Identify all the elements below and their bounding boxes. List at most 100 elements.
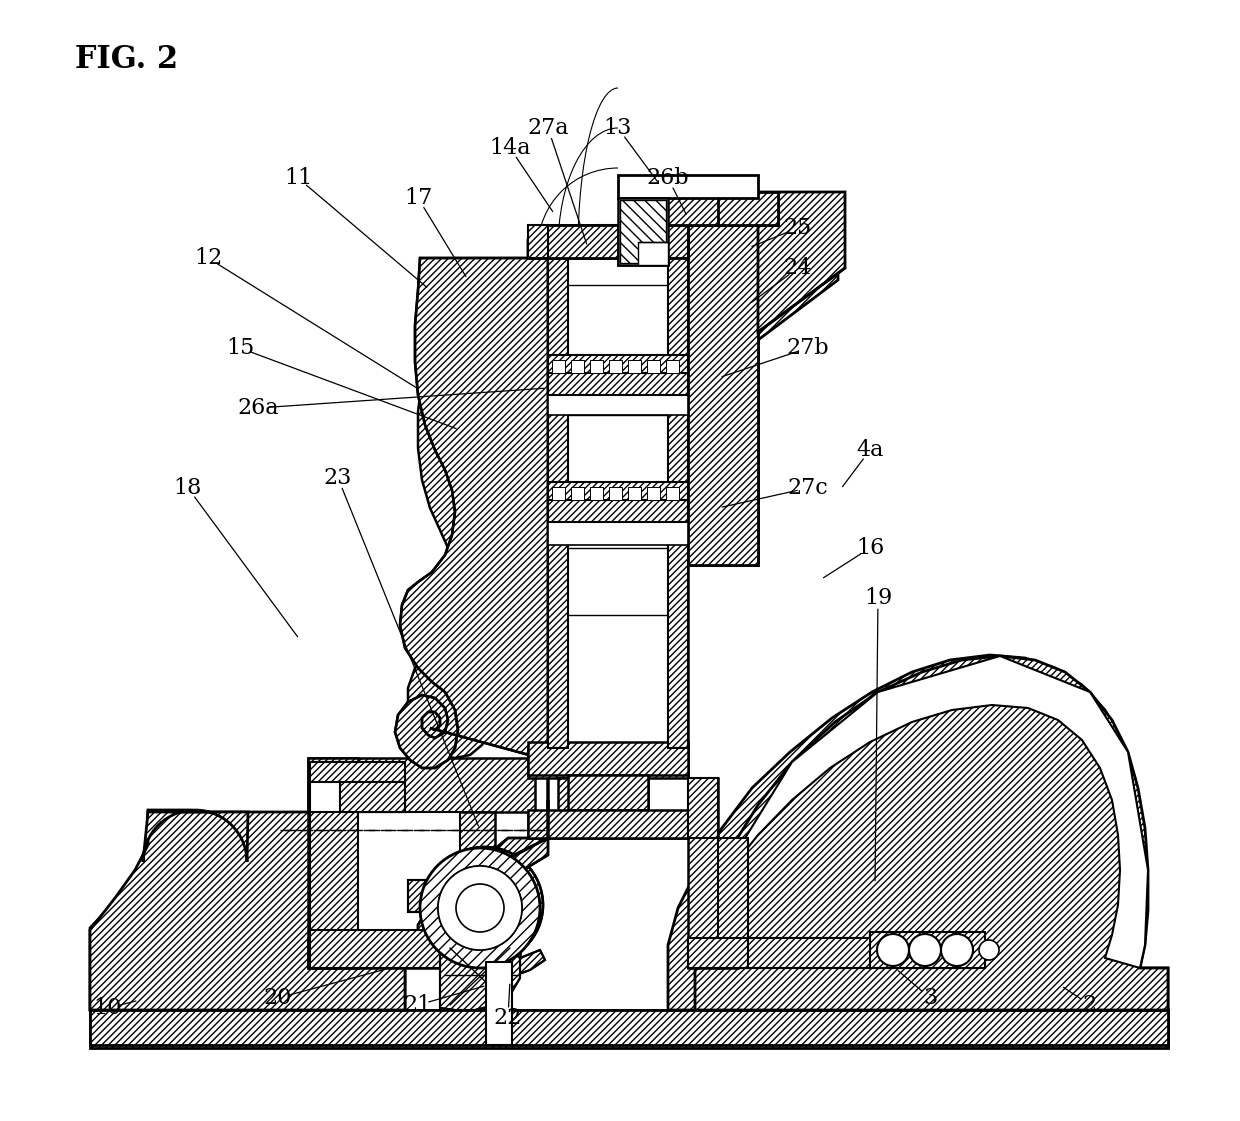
Polygon shape — [618, 198, 668, 265]
Text: 17: 17 — [404, 187, 432, 209]
Polygon shape — [548, 225, 598, 748]
Polygon shape — [688, 192, 758, 198]
Polygon shape — [688, 778, 718, 969]
Text: 23: 23 — [324, 467, 352, 489]
Polygon shape — [627, 487, 641, 500]
Circle shape — [909, 934, 941, 966]
Polygon shape — [568, 240, 668, 748]
Polygon shape — [598, 225, 649, 748]
Polygon shape — [688, 192, 758, 565]
Polygon shape — [91, 1010, 1168, 1048]
Polygon shape — [548, 482, 688, 504]
Text: 13: 13 — [604, 117, 632, 139]
Polygon shape — [639, 248, 666, 265]
Polygon shape — [486, 962, 512, 1045]
Polygon shape — [668, 240, 688, 748]
Polygon shape — [748, 938, 872, 969]
Polygon shape — [340, 812, 495, 852]
Polygon shape — [620, 226, 666, 263]
Text: 24: 24 — [784, 257, 812, 279]
Polygon shape — [418, 778, 548, 962]
Polygon shape — [870, 932, 985, 969]
Text: 3: 3 — [923, 986, 937, 1009]
Text: 19: 19 — [864, 587, 892, 609]
Polygon shape — [639, 192, 718, 225]
Polygon shape — [758, 192, 844, 332]
Text: 27c: 27c — [787, 478, 828, 499]
Polygon shape — [639, 242, 668, 265]
Polygon shape — [579, 364, 593, 376]
Polygon shape — [548, 488, 688, 512]
Polygon shape — [668, 192, 777, 225]
Text: 27a: 27a — [527, 117, 569, 139]
Circle shape — [910, 937, 940, 967]
Polygon shape — [310, 762, 405, 812]
Polygon shape — [308, 758, 534, 812]
Polygon shape — [548, 240, 568, 748]
Polygon shape — [600, 364, 614, 376]
Polygon shape — [308, 938, 520, 969]
Text: 11: 11 — [284, 167, 312, 189]
Polygon shape — [528, 742, 688, 775]
Polygon shape — [688, 938, 748, 969]
Polygon shape — [91, 812, 405, 1010]
Polygon shape — [694, 656, 1168, 1010]
Polygon shape — [647, 360, 660, 373]
Text: 26a: 26a — [237, 397, 279, 419]
Polygon shape — [620, 200, 666, 263]
Polygon shape — [570, 360, 584, 373]
Polygon shape — [340, 782, 405, 812]
Polygon shape — [627, 360, 641, 373]
Circle shape — [877, 934, 909, 966]
Polygon shape — [548, 373, 688, 395]
Polygon shape — [688, 938, 870, 969]
Circle shape — [940, 937, 970, 967]
Polygon shape — [621, 364, 635, 376]
Polygon shape — [308, 758, 358, 969]
Polygon shape — [408, 348, 553, 758]
Polygon shape — [642, 494, 656, 506]
Text: 22: 22 — [494, 1007, 522, 1029]
Polygon shape — [310, 930, 463, 969]
Polygon shape — [440, 941, 520, 1010]
Text: 18: 18 — [174, 478, 202, 499]
Polygon shape — [310, 762, 358, 941]
Polygon shape — [528, 815, 688, 839]
Polygon shape — [528, 748, 688, 778]
Polygon shape — [668, 655, 1168, 1010]
Circle shape — [445, 865, 525, 945]
Text: 26b: 26b — [647, 167, 689, 189]
Polygon shape — [396, 240, 548, 768]
Circle shape — [980, 941, 999, 960]
Polygon shape — [618, 225, 668, 265]
Polygon shape — [548, 378, 688, 402]
Polygon shape — [647, 487, 660, 500]
Polygon shape — [548, 500, 688, 522]
Polygon shape — [666, 487, 680, 500]
Text: 27b: 27b — [786, 337, 830, 359]
Polygon shape — [548, 355, 688, 378]
Polygon shape — [408, 880, 463, 912]
Polygon shape — [91, 810, 405, 1010]
Text: 20: 20 — [264, 986, 293, 1009]
Polygon shape — [548, 402, 688, 418]
Polygon shape — [548, 522, 688, 545]
Polygon shape — [558, 364, 572, 376]
Text: 12: 12 — [193, 247, 222, 269]
Polygon shape — [528, 225, 688, 258]
Polygon shape — [870, 935, 978, 969]
Polygon shape — [618, 175, 758, 198]
Polygon shape — [718, 839, 738, 969]
Polygon shape — [668, 192, 777, 225]
Polygon shape — [694, 656, 1148, 969]
Polygon shape — [639, 198, 715, 225]
Polygon shape — [570, 487, 584, 500]
Circle shape — [456, 884, 503, 932]
Polygon shape — [310, 762, 405, 782]
Polygon shape — [609, 487, 622, 500]
Polygon shape — [558, 778, 649, 815]
Polygon shape — [666, 360, 680, 373]
Polygon shape — [463, 949, 546, 1010]
Text: 14a: 14a — [490, 137, 531, 159]
Polygon shape — [489, 960, 510, 1045]
